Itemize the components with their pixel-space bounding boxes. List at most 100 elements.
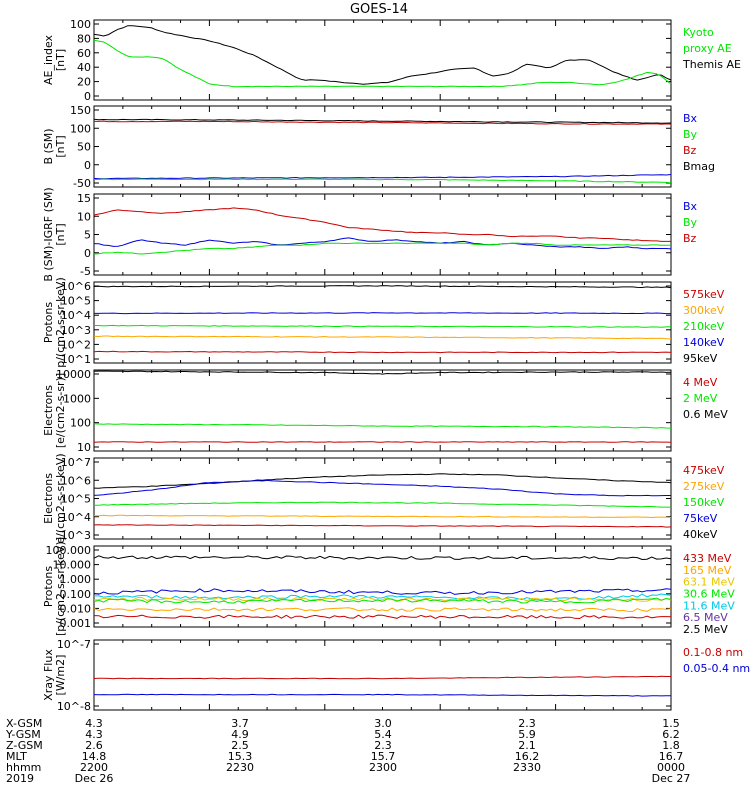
footer-row-label: Z-GSM: [6, 739, 43, 752]
y-tick-label: 10^6: [61, 474, 91, 487]
y-axis-label: [nT]: [54, 223, 67, 245]
legend-label: 75keV: [683, 512, 718, 525]
footer-value: 16.7: [659, 750, 684, 763]
panel-6: 10^7 10^6 10^5 10^4 10^3 Electrons e/(cm2-s-sr…: [42, 453, 725, 543]
y-tick-label: 40: [77, 61, 91, 74]
y-tick-label: 10^6: [61, 280, 91, 293]
series-line-6: [93, 607, 672, 613]
legend-label: 0.1-0.8 nm: [683, 646, 743, 659]
series-line-1: [93, 207, 671, 242]
footer-row-label: hhmm: [6, 761, 41, 774]
ephemeris-footer: X-GSM 4.3 3.7 3.0 2.3 1.5 Y-GSM 4.3 4.9 5.4 5.9 6.2…: [5, 717, 690, 785]
plot-title: GOES-14: [350, 2, 408, 17]
legend-label: 2.5 MeV: [683, 623, 728, 636]
y-axis-label: B (SM): [42, 128, 55, 164]
y-tick-label: -50: [73, 177, 91, 190]
legend-label: 63.1 MeV: [683, 576, 735, 589]
legend-label: Bmag: [683, 160, 715, 173]
panel-frame: [93, 281, 672, 364]
footer-value: 2200: [80, 761, 108, 774]
series-line-3: [93, 174, 672, 180]
series-line-3: [94, 593, 672, 601]
y-tick-label: 1.000: [60, 573, 92, 586]
footer-value: 2.3: [374, 739, 392, 752]
legend-label: 2 MeV: [683, 392, 718, 405]
series-line-2: [94, 312, 671, 315]
series-line-4: [93, 335, 672, 340]
footer-row-label: 2019: [6, 772, 34, 785]
y-tick-label: 0.001: [60, 617, 92, 630]
panel-2: 150 100 50 0 -50 B (SM) [nT] Bx By Bz Bmag: [42, 104, 715, 190]
series-line-1: [93, 370, 672, 375]
legend-label: 0.05-0.4 nm: [683, 662, 750, 675]
panel-5: 10000 1000 100 10 Electrons [e/(cm2-s-sr)] 4 M…: [42, 368, 728, 454]
y-axis-label: Protons: [42, 302, 55, 343]
y-tick-label: 10^-7: [57, 638, 91, 651]
legend-label: 165 MeV: [683, 564, 732, 577]
y-tick-label: 0: [84, 90, 91, 103]
legend-label: 0.6 MeV: [683, 408, 728, 421]
footer-value: 0000: [657, 761, 685, 774]
y-tick-label: 10^5: [61, 493, 91, 506]
legend-label: Bz: [683, 232, 697, 245]
series-line-3: [93, 242, 672, 255]
legend-label: proxy AE: [683, 42, 732, 55]
series-line-3: [93, 441, 672, 443]
footer-value: 1.8: [662, 739, 680, 752]
y-tick-label: 100: [70, 18, 91, 31]
y-tick-label: 20: [77, 76, 91, 89]
y-axis-label: B (SM)-IGRF (SM): [42, 187, 55, 281]
y-tick-label: 10^5: [61, 295, 91, 308]
y-tick-label: 80: [77, 32, 91, 45]
legend-label: 4 MeV: [683, 376, 718, 389]
y-axis-label: [nT]: [54, 135, 67, 157]
legend-label: 575keV: [683, 288, 725, 301]
y-tick-label: 10: [77, 210, 91, 223]
series-line-1: [93, 473, 672, 489]
y-tick-label: 10^1: [61, 353, 91, 366]
series-line-2: [93, 237, 672, 250]
y-tick-label: 1000: [63, 392, 91, 405]
footer-row-label: X-GSM: [6, 717, 42, 730]
legend-label: Bx: [683, 200, 698, 213]
series-line-2: [93, 588, 672, 595]
y-tick-label: 0.010: [60, 602, 92, 615]
y-axis-label: Protons: [42, 566, 55, 607]
legend-label: 6.5 MeV: [683, 611, 728, 624]
footer-value: 2.5: [231, 739, 249, 752]
legend-label: 300keV: [683, 304, 725, 317]
series-line-3: [93, 501, 672, 508]
y-tick-label: 100.000: [46, 544, 92, 557]
footer-value: 2.6: [85, 739, 103, 752]
y-tick-label: 100: [70, 417, 91, 430]
series-line-5: [93, 524, 672, 528]
series-line-1: [93, 675, 671, 680]
legend-label: 11.6 MeV: [683, 599, 735, 612]
y-axis-label: e/(cm2-s-sr-keV): [54, 453, 67, 543]
y-axis-label: Electrons: [42, 473, 55, 524]
series-line-7: [93, 614, 672, 620]
legend-label: By: [683, 128, 698, 141]
series-line-4: [94, 514, 672, 519]
footer-value: Dec 26: [75, 772, 114, 785]
panel-frame: [93, 457, 672, 540]
footer-value: 3.0: [374, 717, 392, 730]
series-line-4: [93, 596, 672, 602]
footer-value: 15.3: [228, 750, 253, 763]
legend-label: Bx: [683, 112, 698, 125]
footer-value: 14.8: [82, 750, 107, 763]
legend-label: 275keV: [683, 480, 725, 493]
y-axis-label: p/(cm2-s-sr-keV): [54, 277, 67, 368]
legend-label: 140keV: [683, 336, 725, 349]
series-line-2: [93, 479, 671, 497]
panel-frame: [93, 639, 672, 711]
y-tick-label: 10.000: [53, 559, 92, 572]
y-tick-label: 10^4: [61, 511, 91, 524]
footer-value: 5.4: [374, 728, 392, 741]
y-tick-label: 100: [70, 122, 91, 135]
series-line-5: [93, 597, 672, 604]
y-tick-label: 10^2: [61, 338, 91, 351]
legend-label: 30.6 MeV: [683, 588, 735, 601]
